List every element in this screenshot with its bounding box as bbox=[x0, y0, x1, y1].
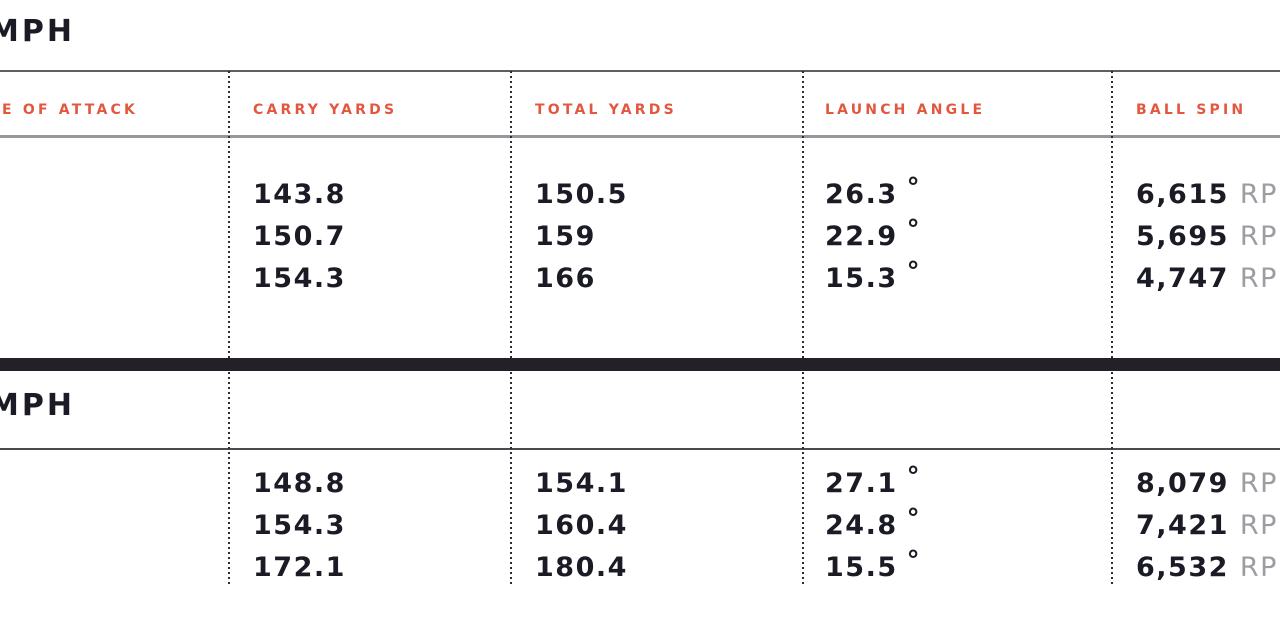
degree-symbol: ° bbox=[906, 215, 922, 245]
spin-unit-label: RPM bbox=[1239, 179, 1280, 210]
spin-unit-label: RPM bbox=[1239, 221, 1280, 252]
degree-symbol: ° bbox=[906, 257, 922, 287]
column-header-carry-yards: CARRY YARDS bbox=[253, 102, 398, 118]
carry-yards-cell: 154.3 bbox=[253, 263, 346, 294]
degree-symbol: ° bbox=[906, 504, 922, 534]
launch-angle-cell: 24.8 ° bbox=[825, 506, 921, 541]
section2-speed-label: MPH bbox=[0, 388, 75, 423]
column-divider bbox=[510, 372, 512, 585]
carry-yards-cell: 148.8 bbox=[253, 468, 346, 499]
launch-angle-cell: 22.9 ° bbox=[825, 217, 921, 252]
table-rule-top bbox=[0, 70, 1280, 72]
column-divider bbox=[802, 71, 804, 358]
ball-spin-value: 8,079 bbox=[1136, 468, 1229, 499]
ball-spin-cell: 6,532 RPM bbox=[1136, 554, 1280, 581]
ball-spin-value: 4,747 bbox=[1136, 263, 1229, 294]
column-divider bbox=[228, 71, 230, 358]
ball-spin-cell: 4,747 RPM bbox=[1136, 265, 1280, 292]
launch-angle-cell: 15.3 ° bbox=[825, 259, 921, 294]
ball-spin-cell: 5,695 RPM bbox=[1136, 223, 1280, 250]
spin-unit-label: RPM bbox=[1239, 263, 1280, 294]
ball-spin-value: 7,421 bbox=[1136, 510, 1229, 541]
ball-spin-value: 6,532 bbox=[1136, 552, 1229, 583]
column-header-ball-spin: BALL SPIN bbox=[1136, 102, 1247, 118]
ball-spin-cell: 7,421 RPM bbox=[1136, 512, 1280, 539]
launch-angle-value: 15.5 bbox=[825, 552, 898, 583]
launch-angle-value: 24.8 bbox=[825, 510, 898, 541]
section-divider-bar bbox=[0, 358, 1280, 371]
header-rule bbox=[0, 135, 1280, 138]
launch-angle-cell: 27.1 ° bbox=[825, 464, 921, 499]
carry-yards-cell: 143.8 bbox=[253, 179, 346, 210]
carry-yards-cell: 150.7 bbox=[253, 221, 346, 252]
degree-symbol: ° bbox=[906, 173, 922, 203]
column-header-launch-angle: LAUNCH ANGLE bbox=[825, 102, 986, 118]
column-divider bbox=[1111, 71, 1113, 358]
column-divider bbox=[802, 372, 804, 585]
degree-symbol: ° bbox=[906, 546, 922, 576]
total-yards-cell: 154.1 bbox=[535, 468, 628, 499]
ball-spin-cell: 6,615 RPM bbox=[1136, 181, 1280, 208]
degree-symbol: ° bbox=[906, 462, 922, 492]
column-divider bbox=[510, 71, 512, 358]
launch-angle-value: 15.3 bbox=[825, 263, 898, 294]
total-yards-cell: 180.4 bbox=[535, 552, 628, 583]
total-yards-cell: 150.5 bbox=[535, 179, 628, 210]
carry-yards-cell: 154.3 bbox=[253, 510, 346, 541]
total-yards-cell: 160.4 bbox=[535, 510, 628, 541]
spin-unit-label: RPM bbox=[1239, 510, 1280, 541]
launch-angle-cell: 26.3 ° bbox=[825, 175, 921, 210]
column-divider bbox=[1111, 372, 1113, 585]
launch-angle-value: 22.9 bbox=[825, 221, 898, 252]
launch-angle-value: 26.3 bbox=[825, 179, 898, 210]
launch-angle-value: 27.1 bbox=[825, 468, 898, 499]
total-yards-cell: 159 bbox=[535, 221, 596, 252]
total-yards-cell: 166 bbox=[535, 263, 596, 294]
section2-header-rule bbox=[0, 448, 1280, 450]
ball-spin-value: 6,615 bbox=[1136, 179, 1229, 210]
spin-unit-label: RPM bbox=[1239, 552, 1280, 583]
section1-speed-label: MPH bbox=[0, 14, 75, 49]
carry-yards-cell: 172.1 bbox=[253, 552, 346, 583]
column-header-angle-of-attack: E OF ATTACK bbox=[2, 102, 139, 118]
ball-spin-value: 5,695 bbox=[1136, 221, 1229, 252]
ball-spin-cell: 8,079 RPM bbox=[1136, 470, 1280, 497]
launch-angle-cell: 15.5 ° bbox=[825, 548, 921, 583]
column-divider bbox=[228, 372, 230, 585]
spin-unit-label: RPM bbox=[1239, 468, 1280, 499]
column-header-total-yards: TOTAL YARDS bbox=[535, 102, 677, 118]
